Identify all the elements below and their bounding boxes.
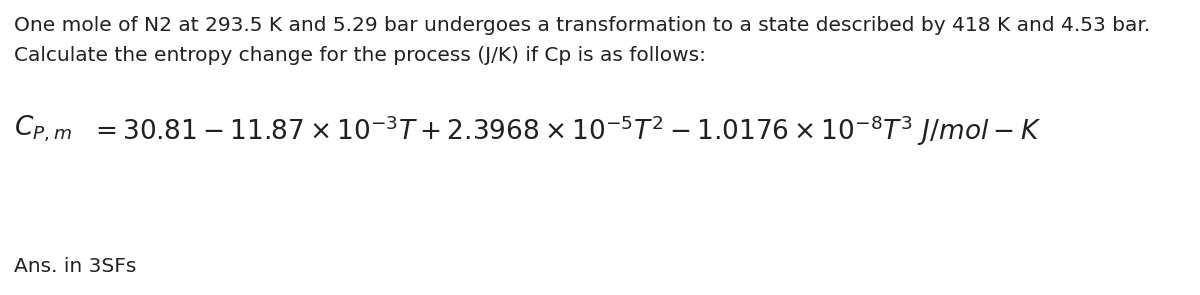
Text: One mole of N2 at 293.5 K and 5.29 bar undergoes a transformation to a state des: One mole of N2 at 293.5 K and 5.29 bar u…	[14, 16, 1151, 35]
Text: Ans. in 3SFs: Ans. in 3SFs	[14, 257, 137, 276]
Text: $C_{P,m}$: $C_{P,m}$	[14, 114, 72, 144]
Text: Calculate the entropy change for the process (J/K) if Cp is as follows:: Calculate the entropy change for the pro…	[14, 46, 706, 65]
Text: $=30.81-11.87\times10^{-3}T+2.3968\times10^{-5}T^{2}-1.0176\times10^{-8}T^{3}\ J: $=30.81-11.87\times10^{-3}T+2.3968\times…	[90, 114, 1042, 148]
